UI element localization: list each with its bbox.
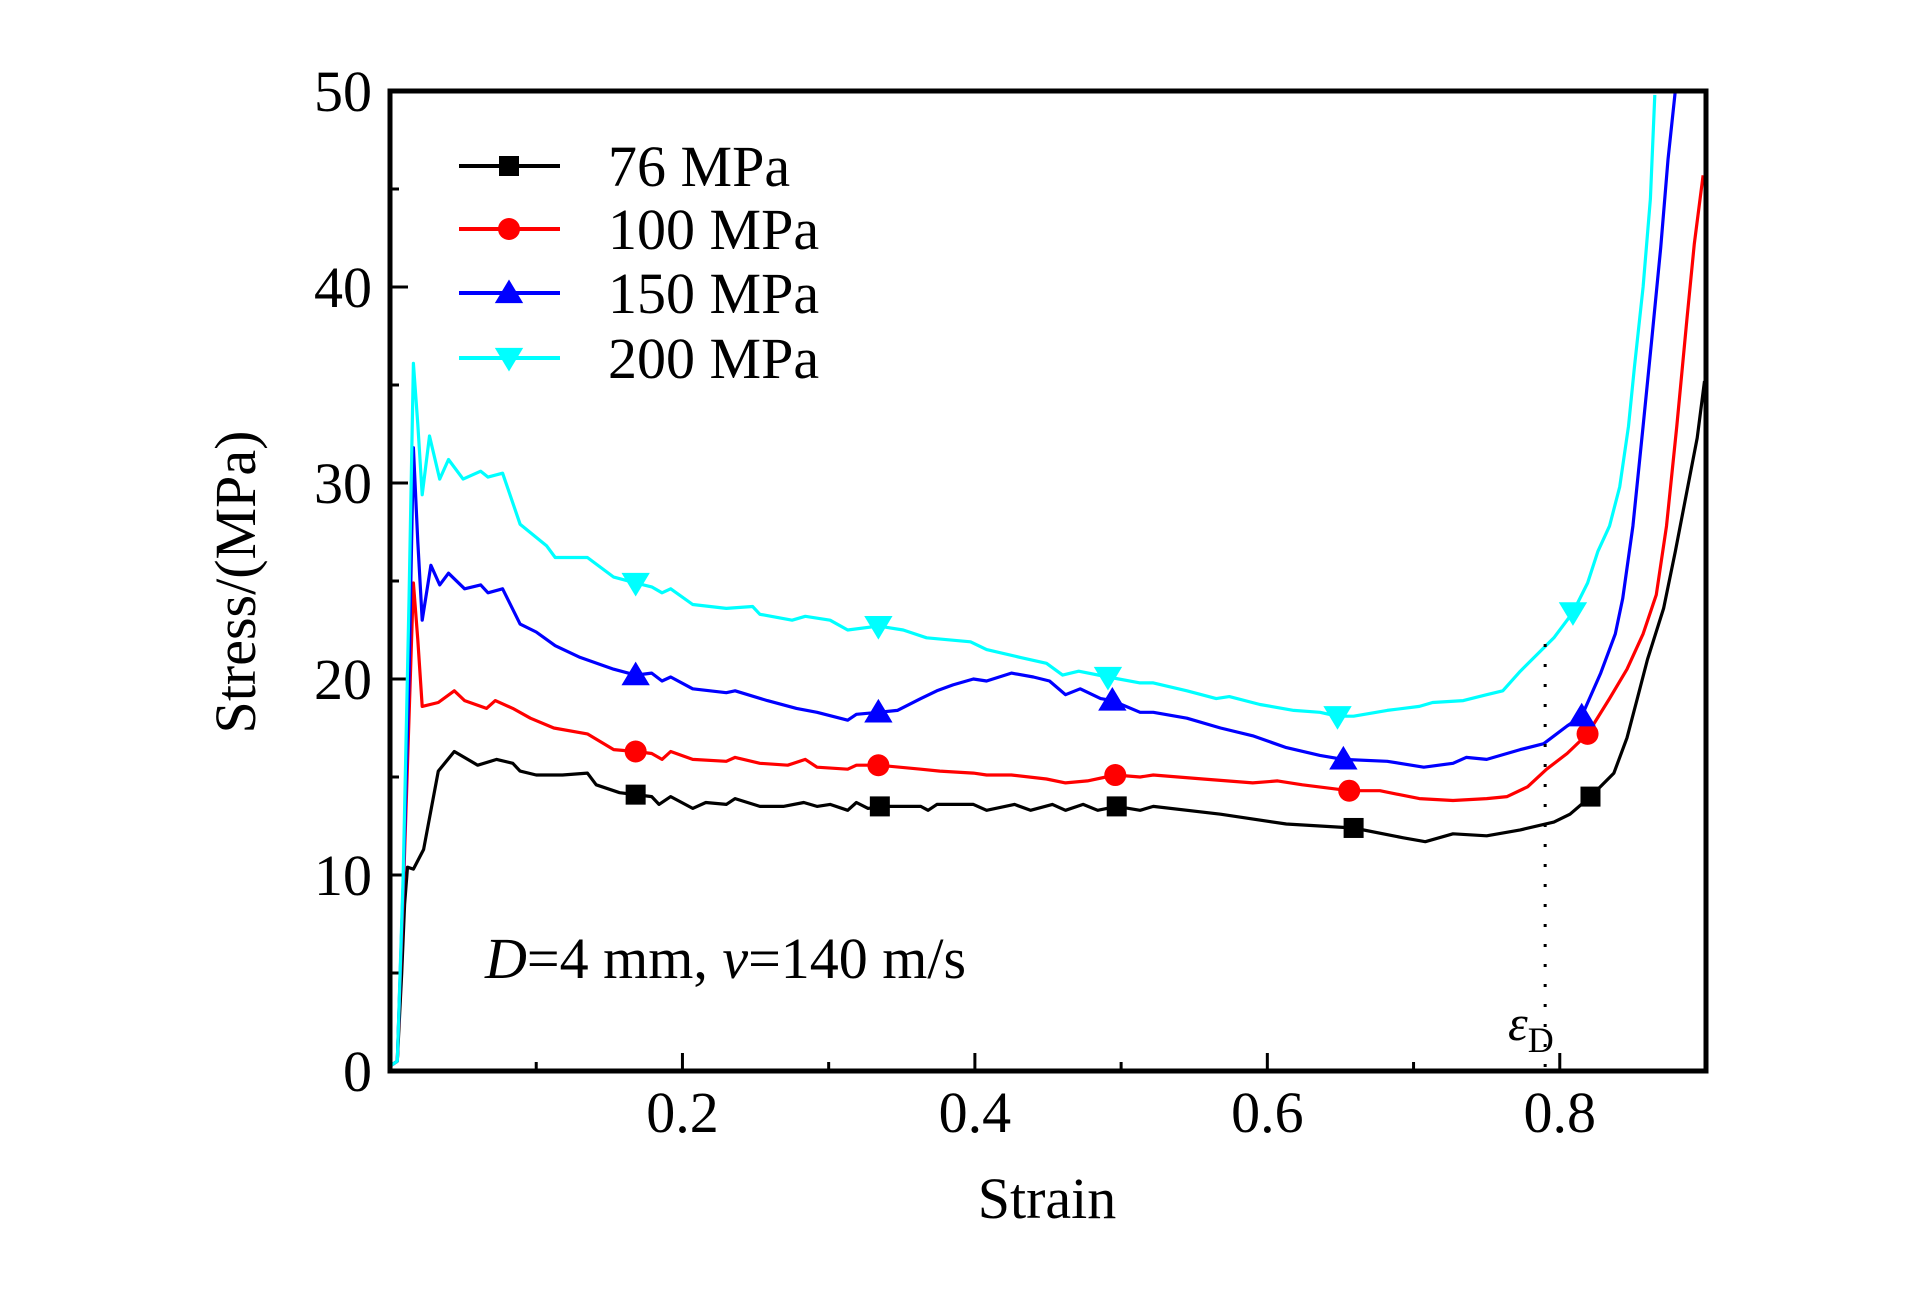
data-point-marker: [1093, 666, 1123, 691]
data-point-marker: [867, 754, 890, 777]
data-point-marker: [869, 796, 890, 817]
data-point-marker: [1329, 745, 1358, 770]
legend-label: 200 MPa: [608, 326, 819, 391]
legend-item: 150 MPa: [459, 261, 819, 326]
data-point-marker: [1343, 817, 1364, 838]
legend-label: 76 MPa: [608, 134, 790, 199]
x-axis-label: Strain: [978, 1166, 1117, 1231]
data-point-marker: [621, 572, 650, 597]
axis-ticks: [390, 89, 1562, 1073]
legend-item: 100 MPa: [459, 197, 819, 262]
annotation-part: v: [722, 926, 748, 991]
data-point-marker: [1580, 786, 1601, 807]
densification-strain-label: εD: [1508, 995, 1554, 1060]
data-point-marker: [621, 661, 650, 686]
data-point-marker: [1104, 764, 1127, 787]
x-tick-label: 0.2: [646, 1080, 719, 1145]
plot-frame: [387, 88, 1709, 1074]
y-tick-label: 40: [314, 255, 372, 320]
data-point-marker: [1098, 687, 1127, 711]
y-tick-label: 0: [343, 1039, 372, 1104]
legend-label: 100 MPa: [608, 197, 819, 262]
tick-labels: 0.2 0.4 0.6 0.8 0 10 20 30 40 50: [314, 59, 1596, 1145]
x-tick-label: 0.6: [1231, 1080, 1304, 1145]
circle-marker-icon: [498, 218, 520, 240]
annotation-part: =4 mm,: [527, 926, 722, 991]
series-markers: [621, 572, 1601, 838]
annotation-part: =140 m/s: [748, 926, 966, 991]
legend-item: 200 MPa: [459, 326, 819, 391]
y-tick-label: 30: [314, 451, 372, 516]
densification-marker: εD: [1508, 637, 1554, 1067]
data-point-marker: [1558, 602, 1588, 626]
y-tick-label: 10: [314, 843, 372, 908]
condition-annotation: D=4 mm, v=140 m/s: [484, 926, 966, 991]
x-tick-label: 0.8: [1524, 1080, 1597, 1145]
y-axis-label: Stress/(MPa): [203, 431, 268, 734]
series-line-200-mpa: [390, 94, 1657, 1067]
data-point-marker: [864, 615, 893, 640]
data-point-marker: [625, 784, 646, 805]
epsilon-symbol: ε: [1508, 995, 1528, 1051]
annotation-part: D: [484, 926, 527, 991]
triangle-down-marker-icon: [494, 347, 524, 372]
series-lines: [390, 91, 1706, 1067]
x-tick-label: 0.4: [939, 1080, 1012, 1145]
data-point-marker: [1576, 722, 1599, 745]
data-point-marker: [1106, 796, 1127, 817]
legend-item: 76 MPa: [459, 134, 790, 199]
y-tick-label: 50: [314, 59, 372, 124]
y-tick-label: 20: [314, 647, 372, 712]
series-line-150-mpa: [390, 91, 1677, 1067]
data-point-marker: [624, 740, 647, 763]
square-marker-icon: [499, 156, 519, 176]
data-point-marker: [1338, 779, 1361, 802]
data-point-marker: [1323, 706, 1352, 730]
data-point-marker: [864, 698, 893, 723]
data-point-marker: [1567, 702, 1596, 727]
series-line-100-mpa: [390, 175, 1705, 1067]
epsilon-subscript: D: [1528, 1020, 1554, 1060]
legend-label: 150 MPa: [608, 261, 819, 326]
triangle-up-marker-icon: [494, 279, 524, 304]
